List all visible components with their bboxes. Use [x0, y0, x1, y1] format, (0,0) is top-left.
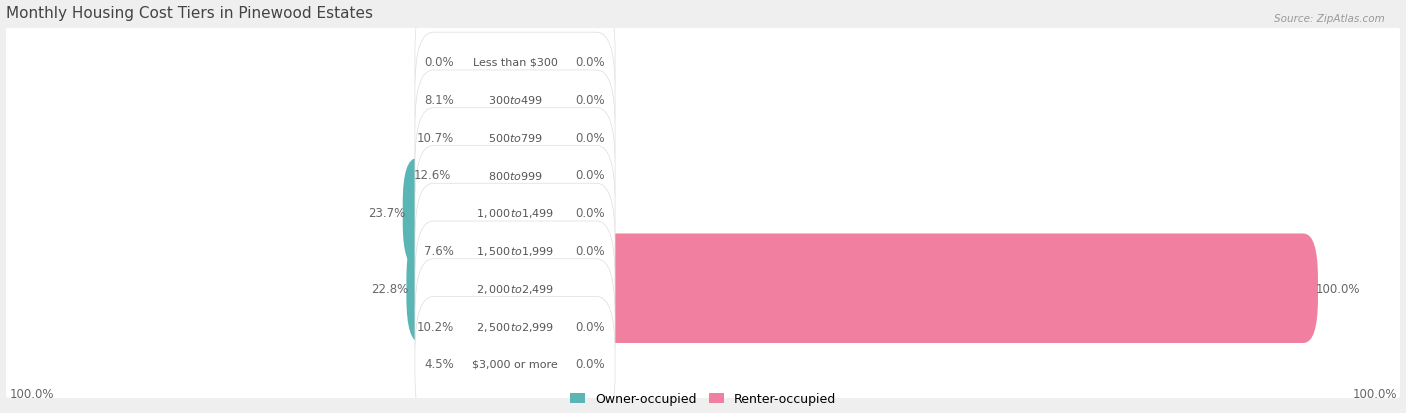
FancyBboxPatch shape — [501, 159, 578, 268]
FancyBboxPatch shape — [501, 83, 578, 192]
FancyBboxPatch shape — [3, 141, 1403, 210]
FancyBboxPatch shape — [406, 234, 530, 343]
FancyBboxPatch shape — [3, 330, 1403, 398]
FancyBboxPatch shape — [501, 45, 578, 155]
Text: $500 to $799: $500 to $799 — [488, 132, 543, 144]
Text: 0.0%: 0.0% — [575, 244, 605, 257]
Text: 10.7%: 10.7% — [418, 131, 454, 144]
FancyBboxPatch shape — [415, 184, 614, 318]
FancyBboxPatch shape — [3, 292, 1403, 361]
Text: 100.0%: 100.0% — [1316, 282, 1360, 295]
FancyBboxPatch shape — [482, 309, 530, 413]
FancyBboxPatch shape — [501, 196, 578, 306]
FancyBboxPatch shape — [3, 179, 1403, 247]
FancyBboxPatch shape — [449, 121, 530, 230]
FancyBboxPatch shape — [501, 8, 578, 117]
FancyBboxPatch shape — [501, 272, 578, 381]
Text: 10.2%: 10.2% — [418, 320, 454, 333]
Text: 0.0%: 0.0% — [575, 56, 605, 69]
FancyBboxPatch shape — [458, 272, 530, 381]
Text: Monthly Housing Cost Tiers in Pinewood Estates: Monthly Housing Cost Tiers in Pinewood E… — [6, 5, 373, 21]
FancyBboxPatch shape — [501, 234, 1317, 343]
FancyBboxPatch shape — [415, 33, 614, 167]
FancyBboxPatch shape — [3, 28, 1403, 97]
Text: 0.0%: 0.0% — [575, 169, 605, 182]
Text: $1,000 to $1,499: $1,000 to $1,499 — [475, 207, 554, 220]
FancyBboxPatch shape — [415, 0, 614, 130]
Text: 4.5%: 4.5% — [425, 357, 454, 370]
FancyBboxPatch shape — [415, 71, 614, 205]
FancyBboxPatch shape — [470, 196, 530, 306]
FancyBboxPatch shape — [501, 121, 578, 230]
FancyBboxPatch shape — [402, 159, 530, 268]
Text: 0.0%: 0.0% — [575, 94, 605, 107]
Text: $800 to $999: $800 to $999 — [488, 169, 543, 181]
Text: 0.0%: 0.0% — [575, 131, 605, 144]
Text: 0.0%: 0.0% — [575, 357, 605, 370]
FancyBboxPatch shape — [3, 66, 1403, 135]
Legend: Owner-occupied, Renter-occupied: Owner-occupied, Renter-occupied — [565, 387, 841, 410]
FancyBboxPatch shape — [415, 109, 614, 242]
Text: 12.6%: 12.6% — [413, 169, 451, 182]
Text: 100.0%: 100.0% — [10, 387, 53, 400]
Text: 0.0%: 0.0% — [575, 207, 605, 220]
FancyBboxPatch shape — [415, 297, 614, 413]
Text: $1,500 to $1,999: $1,500 to $1,999 — [475, 244, 554, 257]
FancyBboxPatch shape — [415, 221, 614, 356]
FancyBboxPatch shape — [451, 8, 530, 117]
FancyBboxPatch shape — [3, 216, 1403, 285]
FancyBboxPatch shape — [415, 146, 614, 280]
Text: Less than $300: Less than $300 — [472, 57, 557, 67]
FancyBboxPatch shape — [501, 309, 578, 413]
Text: $2,500 to $2,999: $2,500 to $2,999 — [475, 320, 554, 333]
Text: 22.8%: 22.8% — [371, 282, 409, 295]
Text: 8.1%: 8.1% — [425, 94, 454, 107]
Text: $3,000 or more: $3,000 or more — [472, 359, 558, 369]
Text: 0.0%: 0.0% — [425, 56, 454, 69]
FancyBboxPatch shape — [415, 259, 614, 393]
FancyBboxPatch shape — [467, 45, 530, 155]
FancyBboxPatch shape — [457, 83, 530, 192]
Text: 23.7%: 23.7% — [368, 207, 405, 220]
Text: Source: ZipAtlas.com: Source: ZipAtlas.com — [1274, 14, 1385, 24]
Text: $300 to $499: $300 to $499 — [488, 94, 543, 106]
FancyBboxPatch shape — [3, 254, 1403, 323]
Text: 0.0%: 0.0% — [575, 320, 605, 333]
FancyBboxPatch shape — [3, 104, 1403, 172]
Text: 100.0%: 100.0% — [1353, 387, 1396, 400]
Text: 7.6%: 7.6% — [425, 244, 454, 257]
Text: $2,000 to $2,499: $2,000 to $2,499 — [475, 282, 554, 295]
